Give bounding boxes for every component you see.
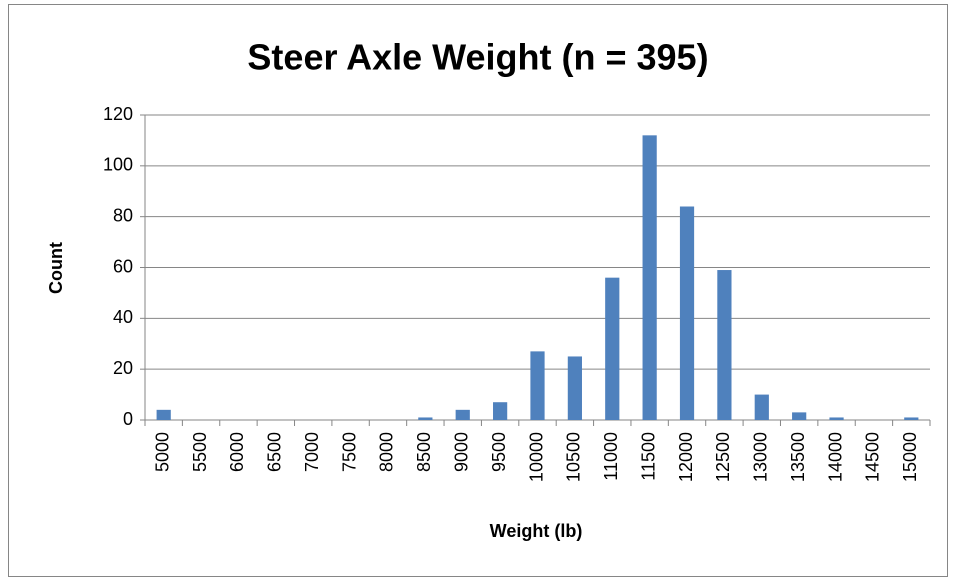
y-tick-label: 20 <box>113 358 133 378</box>
x-tick-label: 8000 <box>377 432 397 472</box>
bar <box>418 417 433 420</box>
x-tick-label: 5000 <box>152 432 172 472</box>
x-tick-label: 7500 <box>339 432 359 472</box>
y-tick-label: 0 <box>123 409 133 429</box>
x-tick-label: 15000 <box>900 432 920 482</box>
y-tick-label: 60 <box>113 256 133 276</box>
bar <box>717 270 732 420</box>
x-tick-label: 6500 <box>265 432 285 472</box>
bar <box>904 417 919 420</box>
bar <box>792 412 807 420</box>
y-tick-label: 80 <box>113 205 133 225</box>
bar <box>605 277 620 420</box>
x-tick-label: 8500 <box>414 432 434 472</box>
chart-border <box>8 4 948 577</box>
x-tick-label: 14000 <box>825 432 845 482</box>
x-tick-label: 11000 <box>601 432 621 481</box>
bar <box>679 206 695 420</box>
x-tick-label: 12000 <box>676 432 696 482</box>
bar <box>567 356 582 420</box>
x-tick-label: 9500 <box>489 432 509 472</box>
x-tick-label: 12500 <box>713 432 733 482</box>
x-tick-label: 9000 <box>451 432 471 472</box>
x-tick-label: 5500 <box>190 432 210 472</box>
bar <box>829 417 844 420</box>
bar <box>493 402 508 420</box>
chart-title: Steer Axle Weight (n = 395) <box>247 37 708 78</box>
x-tick-label: 14500 <box>863 432 883 482</box>
x-tick-label: 13000 <box>751 432 771 482</box>
y-tick-label: 100 <box>103 155 133 175</box>
bar <box>754 394 769 420</box>
x-tick-label: 6000 <box>227 432 247 472</box>
x-tick-label: 13500 <box>788 432 808 482</box>
x-tick-label: 7000 <box>302 432 322 472</box>
y-tick-label: 40 <box>113 307 133 327</box>
bar <box>156 409 171 420</box>
x-axis-label: Weight (lb) <box>490 521 583 541</box>
y-tick-label: 120 <box>103 104 133 124</box>
bar <box>642 135 657 421</box>
bar <box>455 409 470 420</box>
bar <box>530 351 545 420</box>
x-tick-label: 10000 <box>526 432 546 482</box>
x-tick-label: 11500 <box>638 432 658 481</box>
y-axis-label: Count <box>46 242 66 294</box>
x-tick-label: 10500 <box>564 432 584 482</box>
